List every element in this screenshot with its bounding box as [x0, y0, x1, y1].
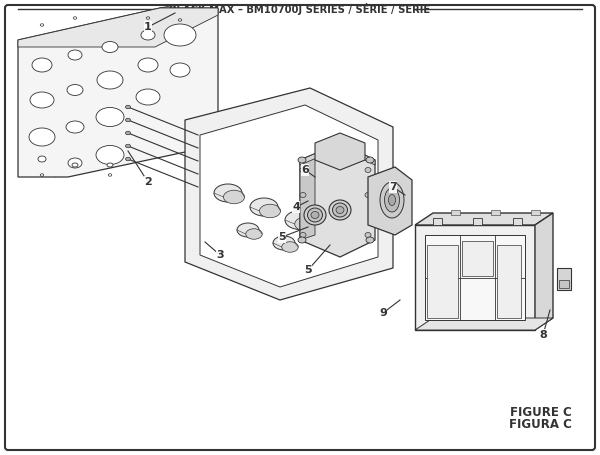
Ellipse shape — [136, 89, 160, 105]
Bar — [497, 245, 521, 318]
Bar — [462, 242, 493, 275]
Ellipse shape — [298, 157, 306, 163]
Ellipse shape — [308, 208, 323, 222]
Ellipse shape — [125, 157, 131, 161]
Polygon shape — [18, 8, 218, 47]
Ellipse shape — [336, 207, 344, 213]
Bar — [557, 268, 571, 290]
Ellipse shape — [67, 85, 83, 96]
Ellipse shape — [246, 229, 262, 239]
Polygon shape — [300, 155, 315, 240]
Ellipse shape — [237, 223, 259, 237]
Ellipse shape — [68, 50, 82, 60]
Polygon shape — [535, 213, 553, 330]
Text: FIGURE C: FIGURE C — [510, 406, 572, 420]
Ellipse shape — [250, 198, 278, 216]
Text: 2: 2 — [144, 177, 152, 187]
Polygon shape — [415, 318, 553, 330]
Text: 5: 5 — [304, 265, 312, 275]
Text: 6: 6 — [301, 165, 309, 175]
Ellipse shape — [32, 58, 52, 72]
Ellipse shape — [300, 233, 306, 238]
Text: 4: 4 — [292, 202, 300, 212]
Polygon shape — [315, 133, 365, 170]
Polygon shape — [300, 143, 375, 165]
Ellipse shape — [365, 233, 371, 238]
Ellipse shape — [96, 146, 124, 165]
Ellipse shape — [260, 204, 281, 218]
Ellipse shape — [97, 71, 123, 89]
Ellipse shape — [295, 217, 317, 231]
Polygon shape — [55, 165, 70, 177]
Ellipse shape — [141, 30, 155, 40]
Ellipse shape — [300, 167, 306, 172]
Ellipse shape — [332, 203, 347, 217]
Bar — [427, 245, 458, 318]
Ellipse shape — [125, 118, 131, 122]
Ellipse shape — [138, 58, 158, 72]
Ellipse shape — [298, 237, 306, 243]
Text: 8: 8 — [539, 330, 547, 340]
Ellipse shape — [30, 92, 54, 108]
Ellipse shape — [273, 236, 295, 250]
Ellipse shape — [223, 190, 245, 204]
Bar — [531, 210, 540, 215]
Ellipse shape — [366, 237, 374, 243]
Ellipse shape — [66, 121, 84, 133]
Ellipse shape — [304, 205, 326, 225]
Ellipse shape — [102, 41, 118, 52]
Text: 5: 5 — [278, 232, 286, 242]
Ellipse shape — [380, 182, 404, 218]
Ellipse shape — [125, 131, 131, 135]
Ellipse shape — [38, 156, 46, 162]
Text: 9: 9 — [379, 308, 387, 318]
Ellipse shape — [282, 242, 298, 252]
Polygon shape — [300, 143, 375, 257]
Text: BLACK MAX – BM10700J SERIES / SÉRIE / SERIE: BLACK MAX – BM10700J SERIES / SÉRIE / SE… — [169, 3, 431, 15]
Ellipse shape — [389, 194, 395, 206]
Ellipse shape — [214, 184, 242, 202]
Bar — [433, 218, 442, 225]
Ellipse shape — [125, 105, 131, 109]
Text: 1: 1 — [144, 22, 152, 32]
Ellipse shape — [329, 200, 351, 220]
Bar — [473, 218, 482, 225]
Ellipse shape — [365, 167, 371, 172]
Ellipse shape — [366, 157, 374, 163]
Ellipse shape — [68, 158, 82, 168]
Ellipse shape — [29, 128, 55, 146]
Bar — [513, 218, 522, 225]
Ellipse shape — [385, 188, 400, 212]
Polygon shape — [415, 225, 535, 330]
Polygon shape — [415, 213, 553, 225]
Text: 3: 3 — [216, 250, 224, 260]
Ellipse shape — [164, 24, 196, 46]
Ellipse shape — [285, 211, 315, 229]
Polygon shape — [368, 167, 412, 235]
Bar — [451, 210, 460, 215]
Text: FIGURA C: FIGURA C — [509, 419, 572, 431]
Ellipse shape — [170, 63, 190, 77]
Ellipse shape — [107, 163, 113, 167]
Polygon shape — [160, 5, 175, 15]
Ellipse shape — [300, 192, 306, 197]
Bar — [559, 280, 569, 288]
Bar — [425, 235, 525, 320]
Polygon shape — [18, 8, 218, 177]
Ellipse shape — [125, 144, 131, 148]
Text: 7: 7 — [389, 182, 397, 192]
Bar — [491, 210, 500, 215]
Polygon shape — [185, 88, 393, 300]
Ellipse shape — [311, 212, 319, 218]
Ellipse shape — [72, 163, 78, 167]
Ellipse shape — [365, 192, 371, 197]
Polygon shape — [200, 105, 378, 287]
Ellipse shape — [96, 107, 124, 126]
